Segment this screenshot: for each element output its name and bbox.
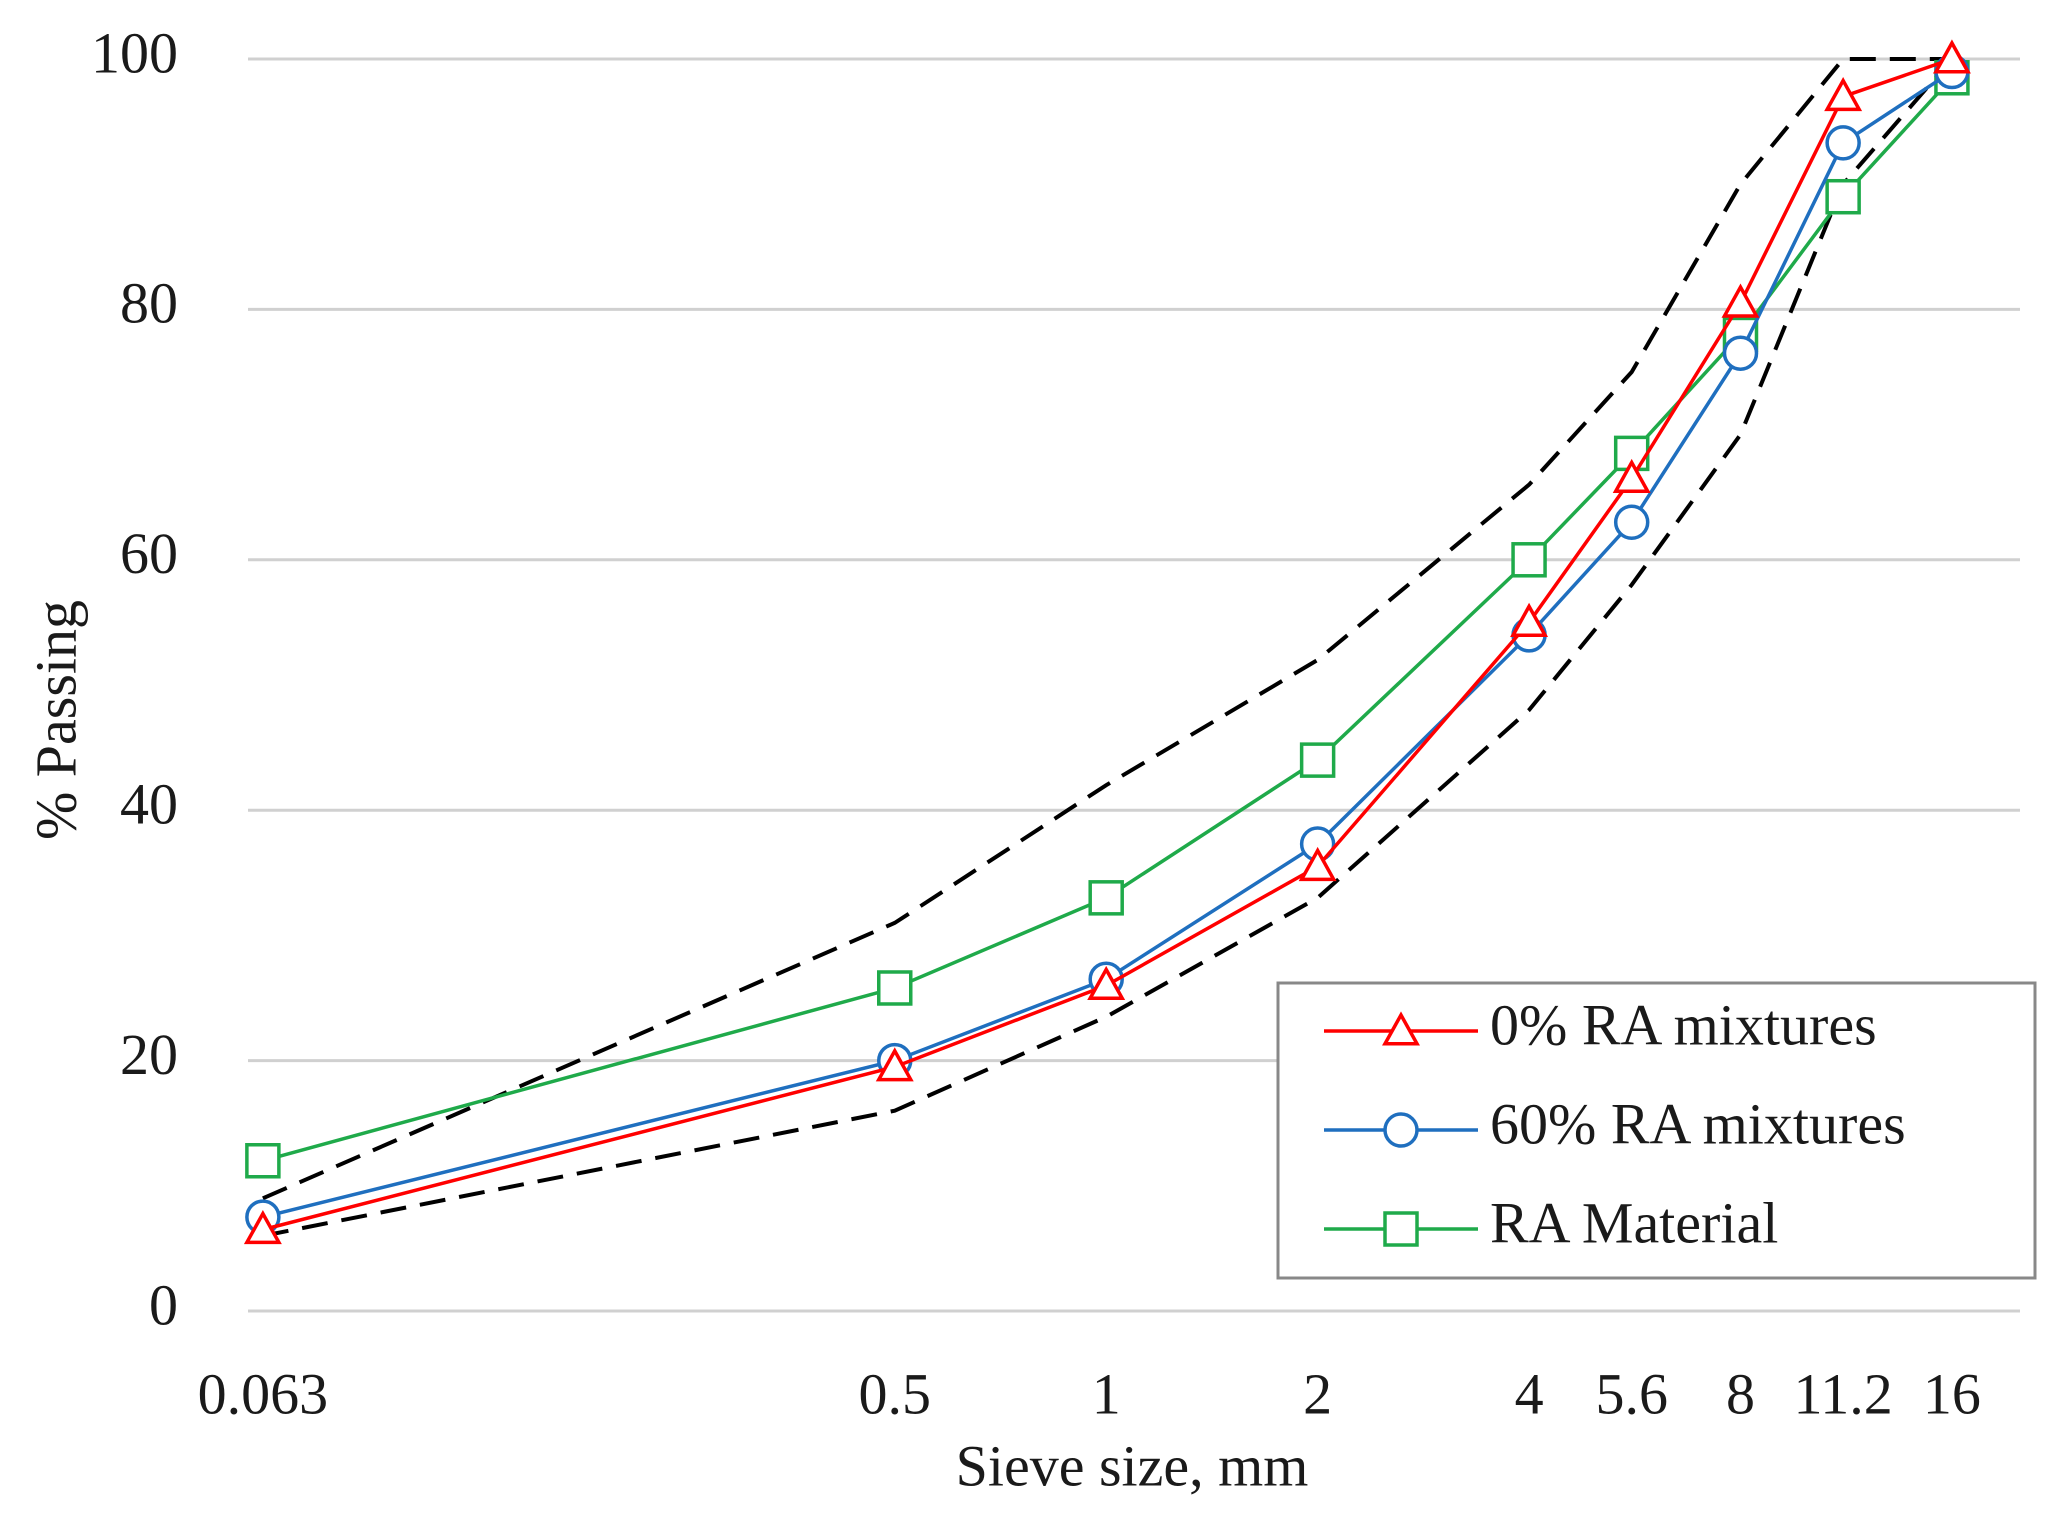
marker: [243, 1210, 282, 1245]
x-axis-title: Sieve size, mm: [956, 1433, 1309, 1498]
marker: [1299, 742, 1336, 778]
y-tick-label: 80: [120, 271, 178, 336]
marker: [875, 1047, 914, 1082]
y-tick-label: 60: [120, 521, 178, 586]
limit-line: [262, 57, 1954, 1238]
marker: [1722, 335, 1759, 371]
y-tick-label: 40: [120, 772, 178, 837]
x-tick-label: 5.6: [1595, 1361, 1668, 1426]
marker: [1824, 76, 1863, 112]
y-tick-label: 0: [149, 1272, 178, 1337]
y-tick-label: 20: [120, 1022, 178, 1087]
legend-marker: [1383, 1211, 1419, 1247]
marker: [877, 970, 913, 1006]
limit-line: [262, 57, 1952, 1201]
x-tick-label: 4: [1515, 1361, 1544, 1426]
legend-marker: [1383, 1112, 1419, 1148]
x-tick-label: 2: [1303, 1361, 1332, 1426]
marker: [1613, 504, 1650, 540]
legend-label: 0% RA mixtures: [1490, 992, 1877, 1057]
x-tick-label: 11.2: [1793, 1361, 1892, 1426]
x-tick-label: 1: [1092, 1361, 1121, 1426]
marker: [1087, 965, 1126, 1001]
marker: [1510, 602, 1549, 637]
marker: [1511, 542, 1547, 578]
x-tick-label: 16: [1923, 1361, 1981, 1426]
x-tick-label: 8: [1726, 1361, 1755, 1426]
marker: [1088, 880, 1124, 916]
marker: [1721, 283, 1760, 318]
x-tick-label: 0.5: [859, 1361, 932, 1426]
legend-label: 60% RA mixtures: [1490, 1091, 1906, 1156]
marker: [1932, 39, 1971, 74]
y-axis-title: % Passing: [23, 600, 88, 840]
marker: [1298, 846, 1337, 882]
marker: [245, 1143, 281, 1179]
legend-label: RA Material: [1490, 1190, 1778, 1255]
y-tick-label: 100: [91, 20, 178, 85]
marker: [1825, 178, 1861, 215]
marker: [1612, 458, 1651, 493]
marker: [1825, 125, 1861, 161]
legend-marker: [1382, 1011, 1420, 1046]
legend: 0% RA mixtures 60% RA mixtures RA Material: [1276, 981, 2037, 1280]
x-tick-label: 0.063: [198, 1361, 329, 1426]
